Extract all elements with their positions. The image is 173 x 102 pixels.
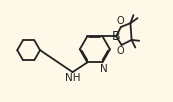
Text: NH: NH bbox=[65, 73, 80, 83]
Text: B: B bbox=[112, 30, 120, 43]
Text: O: O bbox=[116, 16, 124, 26]
Text: N: N bbox=[100, 64, 108, 74]
Text: O: O bbox=[117, 46, 124, 56]
